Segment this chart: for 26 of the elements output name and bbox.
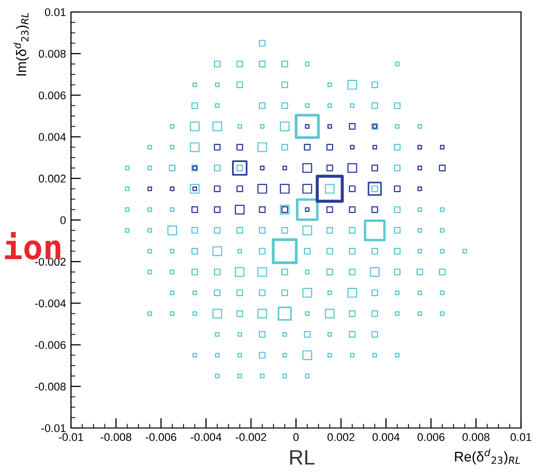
y-tick-label: -0.01 — [41, 424, 66, 432]
y-tick-label: 0.006 — [38, 91, 66, 100]
x-tick-label: 0.004 — [372, 433, 400, 442]
x-tick-label: 0 — [293, 433, 299, 442]
x-axis-title: Re(δ$^{d}$$_{23}$)$_{RL}$ — [455, 448, 520, 464]
y-tick-label: 0.01 — [44, 8, 66, 16]
y-tick-label: -0.002 — [35, 258, 66, 266]
x-tick-label: 0.002 — [328, 433, 354, 442]
y-tick-label: 0 — [60, 216, 66, 224]
y-tick-label: -0.004 — [35, 299, 66, 308]
y-tick-label: 0.002 — [38, 174, 66, 183]
x-tick-label: -0.006 — [146, 433, 176, 442]
text: ion — [5, 232, 60, 260]
x-tick-label: 0.006 — [418, 433, 444, 442]
x-tick-label: -0.002 — [236, 433, 266, 442]
y-tick-label: 0.008 — [38, 50, 66, 58]
text: RL — [290, 450, 314, 465]
x-tick-label: 0.01 — [510, 433, 532, 442]
y-tick-label: 0.004 — [38, 133, 66, 141]
y-tick-label: -0.006 — [35, 341, 66, 349]
x-tick-label: -0.008 — [100, 433, 132, 442]
y-axis-title: Im(δ$^{d}$$_{23}$)$_{RL}$ — [13, 13, 29, 76]
x-tick-label: 0.008 — [462, 433, 490, 442]
x-tick-label: -0.004 — [190, 433, 222, 442]
x-tick-label: -0.01 — [58, 433, 84, 442]
y-tick-label: -0.008 — [35, 382, 66, 391]
